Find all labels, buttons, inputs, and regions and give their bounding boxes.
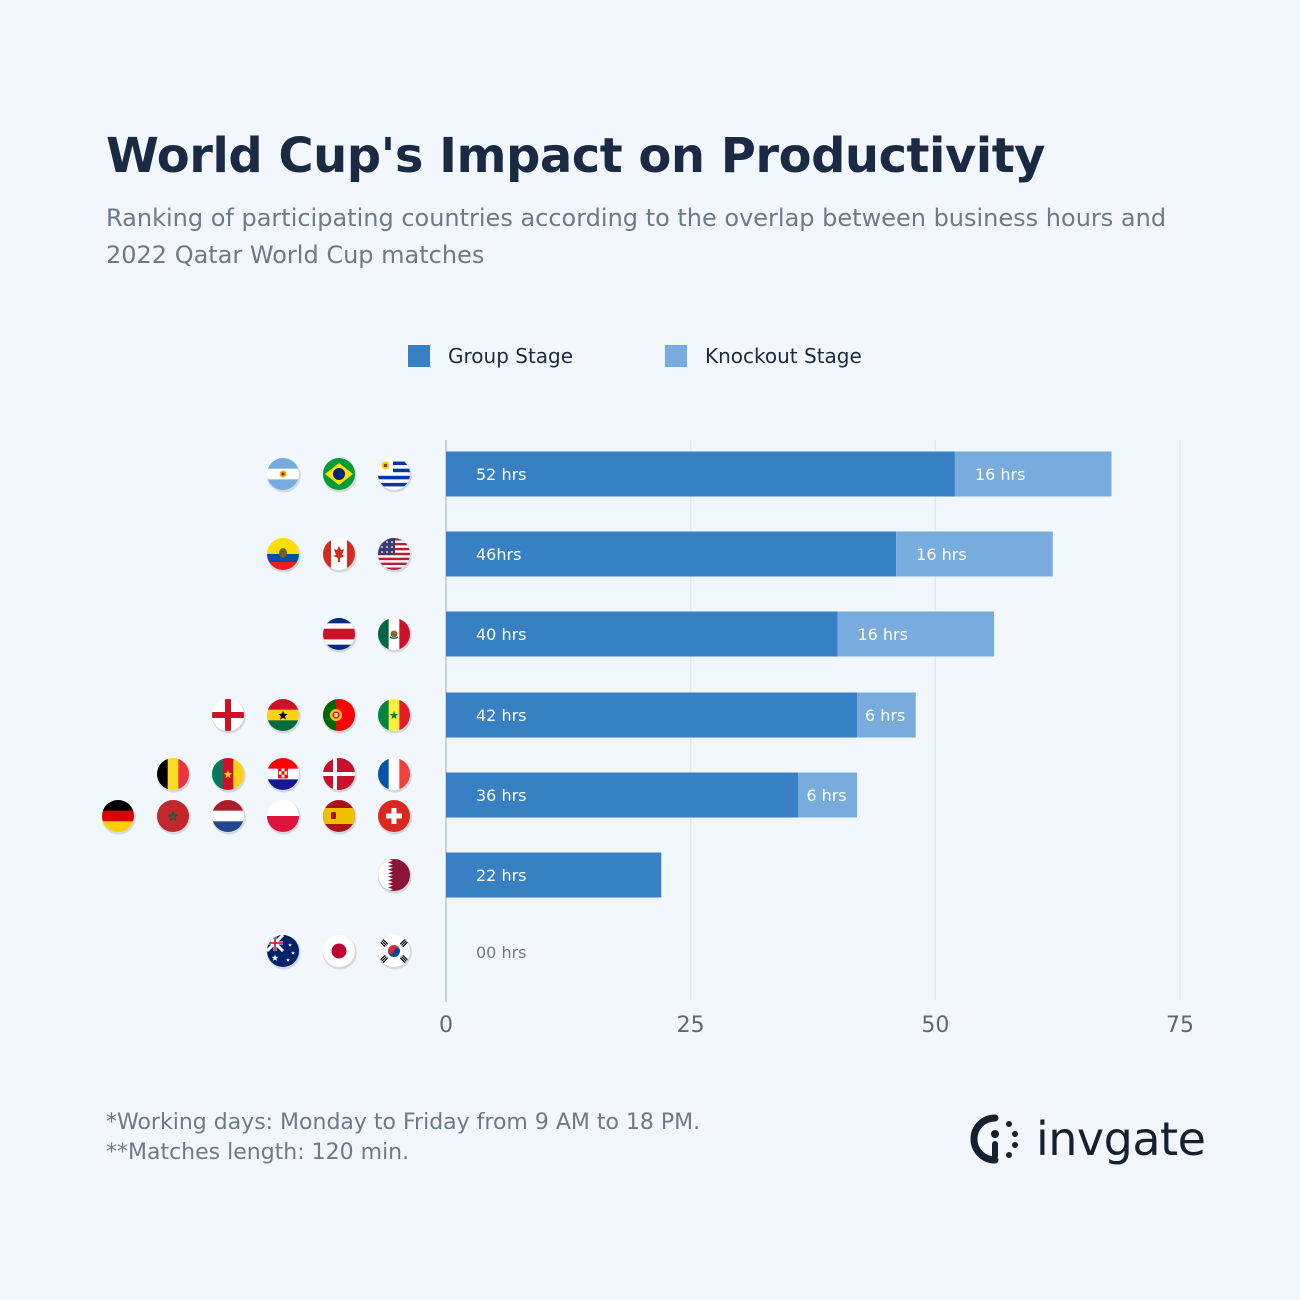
invgate-logo-icon	[970, 1114, 1018, 1164]
ghana-flag-icon	[266, 699, 301, 734]
invgate-logo-text: invgate	[1036, 1112, 1206, 1166]
south-korea-flag-icon	[377, 935, 412, 970]
bar-knockout-stage-row-5	[798, 772, 858, 818]
france-flag-icon	[377, 758, 412, 793]
bar-group-stage-row-5	[446, 772, 799, 818]
x-tick-label-75: 75	[1166, 1013, 1194, 1038]
ecuador-flag-icon	[266, 538, 301, 573]
bar-knockout-stage-row-3	[837, 611, 995, 657]
data-label-group-row-5: 36 hrs	[476, 786, 527, 805]
x-tick-label-0: 0	[439, 1013, 453, 1038]
data-label-group-row-2: 46hrs	[476, 545, 521, 564]
belgium-flag-icon	[156, 758, 191, 793]
footnote-working-days: *Working days: Monday to Friday from 9 A…	[106, 1110, 701, 1135]
bar-group-stage-row-4	[446, 692, 858, 738]
switzerland-flag-icon	[377, 800, 412, 835]
morocco-flag-icon	[156, 800, 191, 835]
australia-flag-icon	[266, 935, 301, 970]
footnote-match-length: **Matches length: 120 min.	[106, 1140, 410, 1165]
bar-group-stage-row-6	[446, 852, 662, 898]
cameroon-flag-icon	[211, 758, 246, 793]
bar-knockout-stage-row-4	[857, 692, 916, 738]
mexico-flag-icon	[377, 618, 412, 653]
canada-flag-icon	[322, 538, 357, 573]
x-tick-label-25: 25	[677, 1013, 705, 1038]
invgate-logo: invgate	[968, 1112, 1206, 1166]
data-label-knockout-row-4: 6 hrs	[865, 706, 905, 725]
costa-rica-flag-icon	[322, 618, 357, 653]
x-tick-label-50: 50	[921, 1013, 949, 1038]
data-label-group-row-1: 52 hrs	[476, 465, 527, 484]
legend-label-group-stage: Group Stage	[448, 344, 574, 368]
spain-flag-icon	[322, 800, 357, 835]
argentina-flag-icon	[266, 458, 301, 493]
data-label-knockout-row-1: 16 hrs	[975, 465, 1026, 484]
data-label-knockout-row-5: 6 hrs	[806, 786, 846, 805]
denmark-flag-icon	[322, 758, 357, 793]
brazil-flag-icon	[322, 458, 357, 493]
germany-flag-icon	[101, 800, 136, 835]
legend-item-group-stage: Group Stage	[408, 343, 573, 369]
footnotes: *Working days: Monday to Friday from 9 A…	[106, 1108, 700, 1168]
senegal-flag-icon	[377, 699, 412, 734]
croatia-flag-icon	[266, 758, 301, 793]
portugal-flag-icon	[322, 699, 357, 734]
data-label-group-row-3: 40 hrs	[476, 625, 527, 644]
legend-swatch-group-stage	[408, 345, 430, 367]
qatar-flag-icon	[377, 859, 412, 894]
bar-knockout-stage-row-2	[896, 531, 1053, 577]
england-flag-icon	[211, 699, 246, 734]
japan-flag-icon	[322, 935, 357, 970]
poland-flag-icon	[266, 800, 301, 835]
bar-group-stage-row-1	[446, 451, 955, 497]
legend-item-knockout-stage: Knockout Stage	[665, 343, 862, 369]
data-label-group-row-6: 22 hrs	[476, 866, 527, 885]
data-label-knockout-row-2: 16 hrs	[916, 545, 967, 564]
data-label-group-row-4: 42 hrs	[476, 706, 527, 725]
usa-flag-icon	[377, 538, 412, 573]
uruguay-flag-icon	[377, 458, 412, 493]
bar-group-stage-row-3	[446, 611, 838, 657]
legend-label-knockout-stage: Knockout Stage	[705, 344, 862, 368]
data-label-group-row-7: 00 hrs	[476, 943, 527, 962]
bar-group-stage-row-2	[446, 531, 897, 577]
chart-subtitle: Ranking of participating countries accor…	[106, 204, 1167, 269]
chart-title: World Cup's Impact on Productivity	[106, 128, 1045, 184]
legend-swatch-knockout-stage	[665, 345, 687, 367]
data-label-knockout-row-3: 16 hrs	[857, 625, 908, 644]
bar-knockout-stage-row-1	[954, 451, 1112, 497]
netherlands-flag-icon	[211, 800, 246, 835]
